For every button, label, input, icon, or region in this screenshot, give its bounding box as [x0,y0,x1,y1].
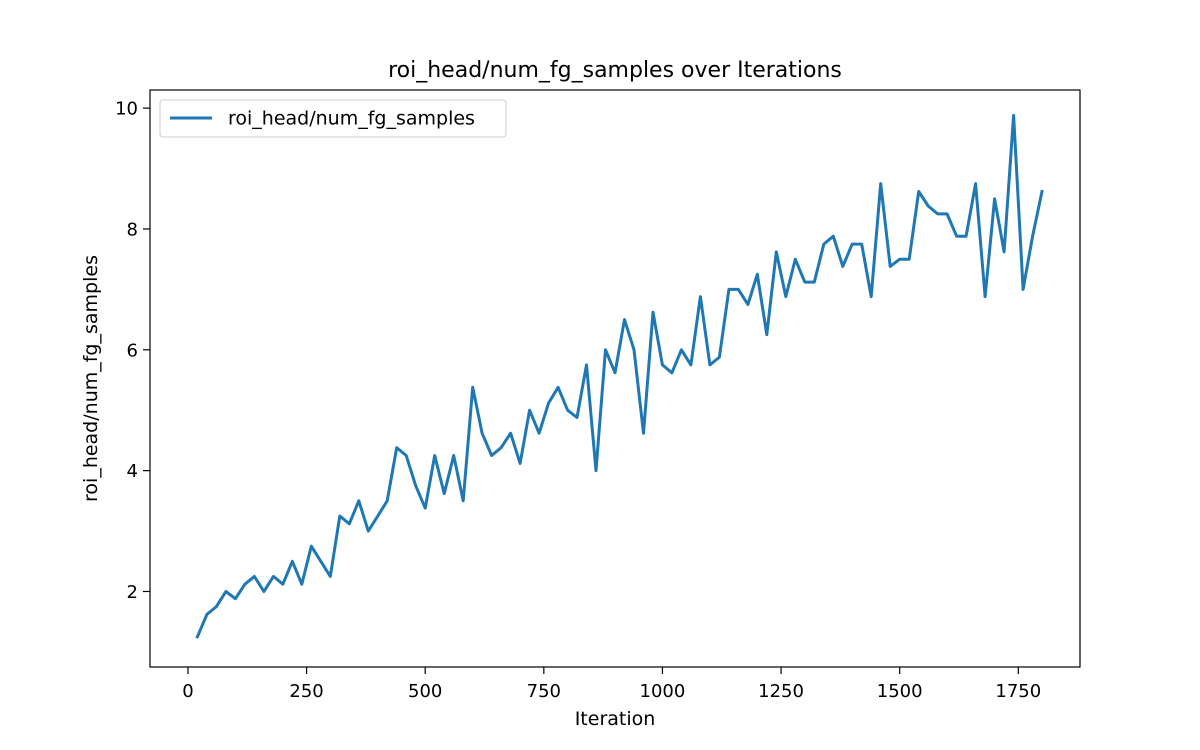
y-axis-ticks: 2 4 6 8 10 [115,99,150,603]
x-tick-label: 1750 [995,681,1041,702]
x-tick-label: 250 [289,681,323,702]
chart-title: roi_head/num_fg_samples over Iterations [388,58,842,83]
x-tick-label: 750 [527,681,561,702]
x-axis-ticks: 0 250 500 750 1000 1250 1500 1750 [182,667,1041,702]
y-tick-label: 2 [127,582,138,603]
legend: roi_head/num_fg_samples [159,99,507,138]
series-line [195,113,1044,639]
plot-frame [149,89,1081,668]
y-tick-label: 4 [127,461,138,482]
y-axis-label: roi_head/num_fg_samples [80,255,102,502]
x-tick-label: 1000 [640,681,686,702]
legend-label: roi_head/num_fg_samples [228,108,475,130]
x-axis-label: Iteration [575,708,656,730]
y-tick-label: 10 [115,99,138,120]
legend-box [159,99,507,138]
x-tick-label: 0 [182,681,193,702]
y-tick-label: 6 [127,340,138,361]
x-tick-label: 500 [408,681,442,702]
y-tick-label: 8 [127,219,138,240]
x-tick-label: 1250 [758,681,804,702]
x-tick-label: 1500 [877,681,923,702]
